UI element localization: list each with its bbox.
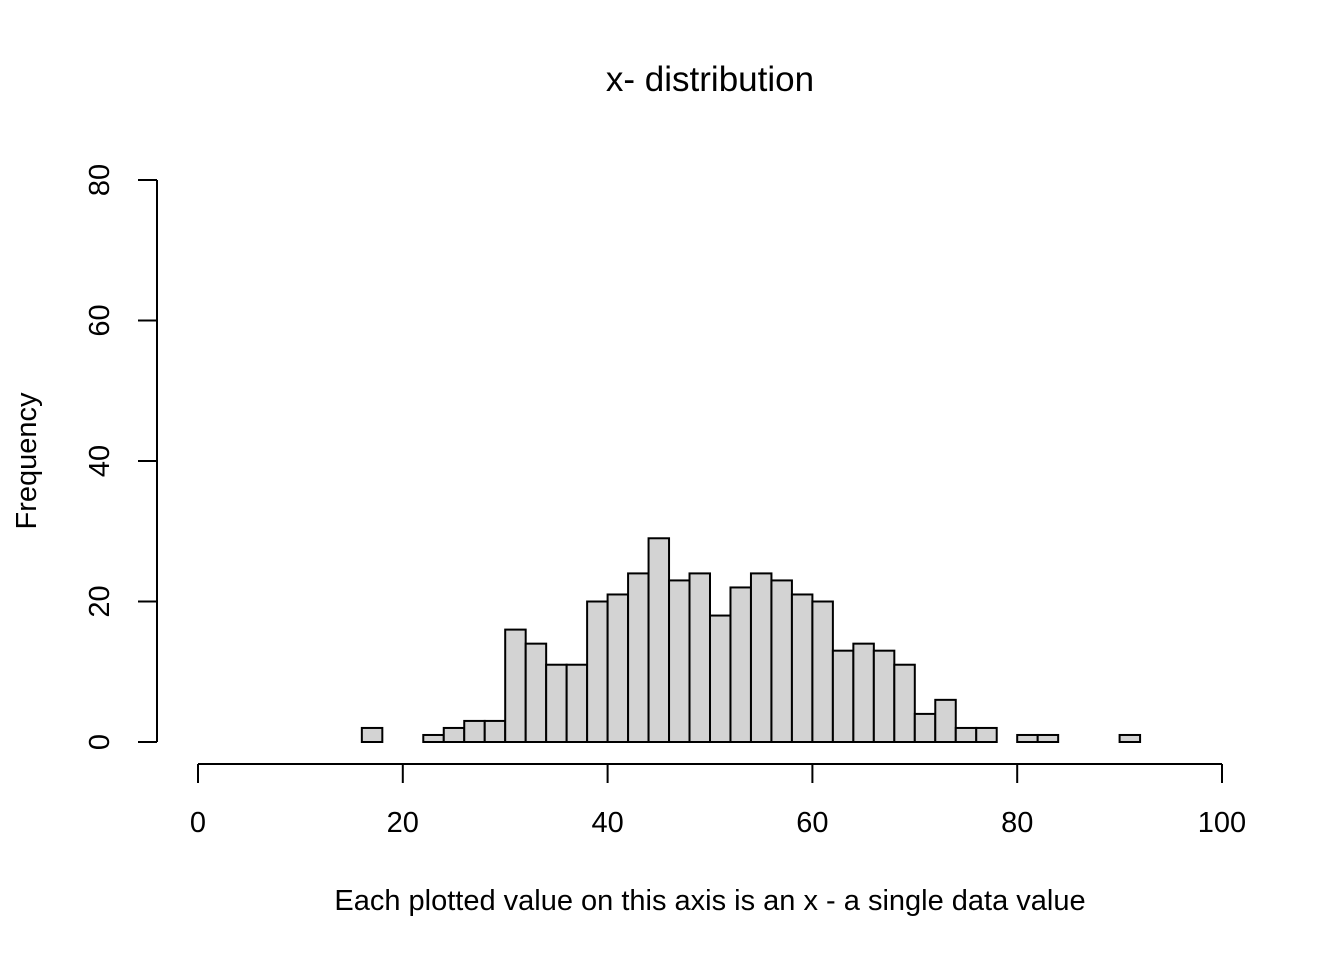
x-tick-label: 80	[1001, 807, 1033, 839]
histogram-bar	[770, 579, 793, 743]
histogram-bar	[934, 698, 957, 743]
histogram-bar	[852, 642, 875, 744]
histogram-bar	[1036, 733, 1060, 743]
histogram-bar	[606, 593, 630, 743]
y-axis: 0 20 40 60 80	[84, 164, 158, 750]
histogram-bar	[442, 726, 466, 744]
y-tick-label: 0	[84, 734, 116, 750]
histogram-bar	[504, 628, 527, 743]
histogram-bar	[627, 572, 650, 744]
histogram-bar	[975, 726, 998, 744]
histogram-bar	[1016, 733, 1039, 743]
histogram-bar	[729, 586, 752, 744]
x-tick-label: 60	[796, 807, 828, 839]
histogram-bar	[545, 663, 568, 743]
x-tick-label: 40	[591, 807, 623, 839]
histogram-bar	[483, 719, 507, 743]
y-tick-label: 80	[84, 164, 116, 196]
x-tick-label: 100	[1198, 807, 1246, 839]
y-axis-label: Frequency	[11, 392, 43, 530]
histogram-bar	[586, 600, 609, 743]
x-axis: 0 20 40 60 80 100	[190, 763, 1246, 839]
x-axis-label: Each plotted value on this axis is an x …	[334, 885, 1085, 917]
histogram-bar	[565, 663, 589, 743]
histogram-bar	[893, 663, 916, 743]
histogram-bar	[688, 572, 712, 744]
histogram-bar	[360, 726, 384, 744]
histogram-bar	[811, 600, 834, 743]
histogram-bar	[524, 642, 548, 744]
x-tick-label: 0	[190, 807, 206, 839]
x-tick-label: 20	[387, 807, 419, 839]
histogram-bar	[954, 726, 978, 744]
histogram-bar	[872, 649, 896, 743]
histogram-bar	[463, 719, 486, 743]
chart-title: x- distribution	[606, 60, 814, 99]
histogram-bar	[1118, 733, 1142, 743]
histogram-bar	[790, 593, 814, 743]
histogram-bar	[668, 579, 691, 743]
histogram-bar	[749, 572, 773, 744]
y-tick-label: 20	[84, 585, 116, 617]
histogram-bar	[422, 733, 445, 743]
histogram-bar	[647, 537, 671, 744]
bars-group	[360, 537, 1142, 744]
y-tick-label: 60	[84, 304, 116, 336]
histogram-bar	[709, 614, 732, 743]
histogram-bar	[831, 649, 855, 743]
histogram-bar	[913, 712, 937, 744]
y-tick-label: 40	[84, 445, 116, 477]
